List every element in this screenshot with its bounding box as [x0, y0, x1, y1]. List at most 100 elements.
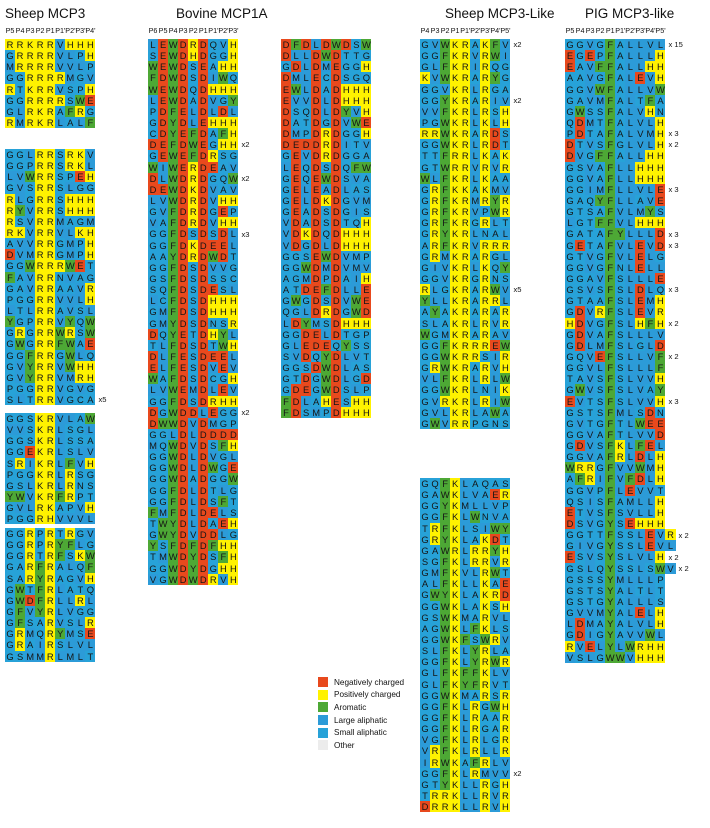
- residue-cell: K: [480, 600, 491, 612]
- residue-cell: E: [361, 116, 372, 129]
- residue-cell: M: [291, 128, 302, 140]
- multiplicity-label: x5: [513, 285, 522, 295]
- panel-title-bovine-mcp1a: Bovine MCP1A: [176, 6, 268, 21]
- residue-cell: S: [585, 206, 596, 218]
- residue-cell: G: [311, 373, 322, 385]
- residue-cell: D: [218, 228, 229, 240]
- residue-cell: R: [460, 317, 471, 329]
- residue-cell: V: [645, 395, 656, 407]
- residue-cell: T: [148, 551, 159, 563]
- residue-cell: L: [341, 362, 352, 374]
- residue-cell: L: [665, 540, 676, 552]
- residue-cell: V: [470, 161, 481, 173]
- residue-cell: G: [158, 473, 169, 485]
- residue-cell: G: [565, 362, 576, 374]
- residue-cell: R: [15, 457, 26, 469]
- residue-cell: H: [228, 61, 239, 73]
- residue-cell: R: [45, 572, 56, 584]
- residue-cell: E: [291, 206, 302, 218]
- residue-cell: S: [625, 562, 636, 574]
- residue-cell: T: [351, 50, 362, 62]
- residue-cell: V: [565, 651, 576, 663]
- residue-cell: R: [480, 272, 491, 285]
- residue-cell: S: [351, 339, 362, 351]
- residue-cell: G: [420, 678, 431, 690]
- residue-cell: M: [625, 495, 636, 507]
- residue-cell: G: [341, 194, 352, 207]
- residue-cell: G: [420, 500, 431, 512]
- residue-cell: E: [655, 417, 666, 429]
- residue-cell: G: [615, 139, 626, 151]
- residue-cell: T: [291, 373, 302, 385]
- residue-cell: Y: [605, 618, 616, 630]
- residue-cell: V: [420, 745, 431, 757]
- residue-cell: R: [480, 689, 491, 701]
- residue-cell: D: [25, 594, 36, 606]
- residue-cell: R: [5, 193, 16, 205]
- residue-cell: N: [208, 317, 219, 329]
- residue-cell: V: [75, 572, 86, 584]
- residue-cell: P: [5, 513, 16, 525]
- residue-cell: V: [635, 183, 646, 195]
- residue-cell: G: [158, 495, 169, 507]
- residue-cell: E: [158, 139, 169, 151]
- residue-cell: L: [188, 495, 199, 507]
- residue-cell: S: [575, 651, 586, 663]
- residue-cell: D: [341, 39, 352, 51]
- residue-cell: L: [430, 295, 441, 307]
- residue-cell: H: [218, 562, 229, 574]
- residue-cell: A: [361, 172, 372, 184]
- residue-cell: Q: [85, 349, 96, 361]
- residue-cell: K: [450, 678, 461, 690]
- residue-cell: K: [450, 228, 461, 240]
- residue-cell: G: [218, 451, 229, 463]
- residue-cell: D: [178, 239, 189, 251]
- residue-cell: V: [615, 462, 626, 474]
- residue-cell: K: [450, 489, 461, 501]
- residue-cell: E: [585, 640, 596, 652]
- residue-cell: R: [35, 304, 46, 317]
- residue-cell: R: [470, 544, 481, 556]
- residue-cell: S: [615, 506, 626, 519]
- residue-cell: S: [500, 272, 511, 285]
- residue-cell: E: [635, 72, 646, 84]
- residue-cell: I: [351, 272, 362, 285]
- residue-cell: S: [25, 617, 36, 629]
- residue-cell: D: [198, 529, 209, 541]
- residue-cell: G: [5, 94, 16, 106]
- residue-cell: K: [25, 39, 36, 51]
- residue-cell: D: [311, 105, 322, 117]
- residue-cell: R: [75, 105, 86, 117]
- residue-cell: Q: [595, 562, 606, 574]
- residue-cell: R: [208, 573, 219, 585]
- legend-label: Positively charged: [334, 690, 401, 700]
- residue-cell: Y: [25, 360, 36, 372]
- residue-cell: D: [331, 105, 342, 117]
- residue-cell: S: [430, 611, 441, 623]
- residue-cell: V: [585, 384, 596, 396]
- residue-cell: F: [605, 250, 616, 262]
- residue-cell: L: [635, 562, 646, 574]
- residue-cell: H: [655, 506, 666, 519]
- residue-cell: L: [615, 172, 626, 184]
- residue-cell: G: [291, 250, 302, 262]
- residue-cell: R: [45, 316, 56, 328]
- residue-cell: M: [430, 567, 441, 579]
- position-label: P1': [55, 26, 66, 35]
- residue-cell: A: [595, 328, 606, 340]
- residue-cell: S: [595, 105, 606, 117]
- residue-cell: Y: [605, 562, 616, 574]
- residue-cell: I: [35, 639, 46, 651]
- residue-cell: D: [311, 261, 322, 273]
- residue-cell: R: [480, 239, 491, 251]
- residue-cell: D: [281, 139, 292, 151]
- residue-cell: F: [635, 440, 646, 452]
- residue-cell: A: [470, 39, 481, 51]
- residue-cell: H: [351, 239, 362, 251]
